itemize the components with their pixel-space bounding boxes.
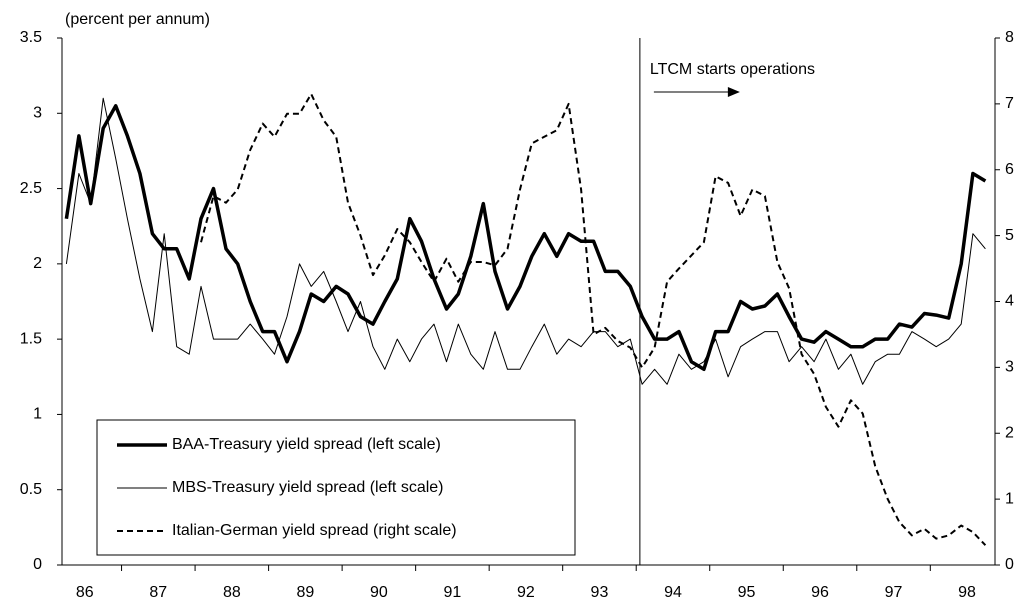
y2-tick-label: 0 <box>1005 556 1014 573</box>
y2-tick-label: 1 <box>1005 490 1014 507</box>
y-tick-label: 2 <box>33 255 42 272</box>
y2-tick-label: 3 <box>1005 359 1014 376</box>
y-tick-label: 0.5 <box>20 481 42 498</box>
y2-tick-label: 4 <box>1005 293 1014 310</box>
x-tick-label: 88 <box>223 584 241 601</box>
x-tick-label: 87 <box>149 584 167 601</box>
x-tick-label: 94 <box>664 584 682 601</box>
x-tick-label: 86 <box>76 584 94 601</box>
y2-tick-label: 8 <box>1005 29 1014 46</box>
y-tick-label: 1 <box>33 406 42 423</box>
legend-label: BAA-Treasury yield spread (left scale) <box>172 436 441 453</box>
y2-tick-label: 6 <box>1005 161 1014 178</box>
legend-label: MBS-Treasury yield spread (left scale) <box>172 479 444 496</box>
annotation-text: LTCM starts operations <box>650 61 815 78</box>
x-tick-label: 92 <box>517 584 535 601</box>
y-tick-label: 3 <box>33 105 42 122</box>
y-axis-label: (percent per annum) <box>65 11 210 28</box>
x-tick-label: 96 <box>811 584 829 601</box>
legend-label: Italian-German yield spread (right scale… <box>172 522 457 539</box>
series-line <box>64 104 987 372</box>
annotation-arrowhead <box>727 87 740 97</box>
x-tick-label: 91 <box>444 584 462 601</box>
x-tick-label: 95 <box>738 584 756 601</box>
y-tick-label: 3.5 <box>20 29 42 46</box>
y2-tick-label: 5 <box>1005 227 1014 244</box>
x-tick-label: 89 <box>296 584 314 601</box>
legend-box <box>96 419 576 556</box>
x-tick-label: 93 <box>591 584 609 601</box>
y2-tick-label: 7 <box>1005 95 1014 112</box>
y-tick-label: 1.5 <box>20 330 42 347</box>
y-tick-label: 2.5 <box>20 180 42 197</box>
y2-tick-label: 2 <box>1005 424 1014 441</box>
series-line <box>65 97 986 385</box>
x-tick-label: 97 <box>885 584 903 601</box>
x-tick-label: 98 <box>958 584 976 601</box>
x-tick-label: 90 <box>370 584 388 601</box>
series-line <box>200 93 987 546</box>
y-tick-label: 0 <box>33 556 42 573</box>
